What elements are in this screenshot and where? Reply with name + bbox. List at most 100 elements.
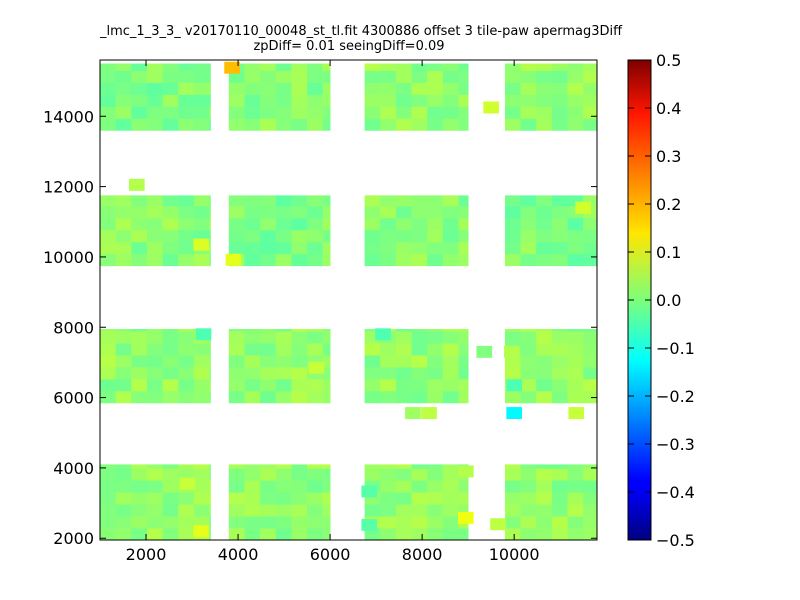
heatmap-cell-block-8 [193,378,210,392]
heatmap-cell-block-6 [427,253,444,267]
heatmap-cell-block-13 [291,528,308,540]
heatmap-cell-1 [483,101,499,114]
heatmap-cell-block-6 [442,253,459,267]
heatmap-cell-block-9 [322,366,331,380]
heatmap-cell-block-13 [244,528,261,540]
heatmap-cell-block-13 [260,468,277,481]
heatmap-cell-block-2 [380,70,397,83]
heatmap-cell-block-15 [520,464,537,469]
heatmap-cell-block-11 [520,390,537,404]
heatmap-cell-block-3 [583,63,597,71]
heatmap-cell-block-14 [427,492,444,505]
heatmap-cell-block-3 [536,94,553,107]
heatmap-cell-block-6 [380,253,397,267]
heatmap-cell-block-8 [178,331,195,344]
heatmap-cell-block-13 [275,464,292,469]
heatmap-cell-block-12 [178,468,195,481]
heatmap-cell-block-10 [411,355,428,368]
heatmap-cell-block-15 [520,516,537,529]
heatmap-cell-block-0 [115,82,132,95]
heatmap-cell-block-5 [322,217,331,231]
heatmap-cell-block-8 [131,329,148,332]
heatmap-cell-block-13 [291,464,308,469]
heatmap-cell-block-3 [567,106,584,119]
heatmap-cell-block-4 [146,241,163,255]
heatmap-cell-block-2 [395,118,412,131]
heatmap-cell-block-0 [131,94,148,107]
heatmap-cell-block-5 [322,205,331,219]
heatmap-cell-block-7 [504,241,522,255]
heatmap-cell-block-6 [364,253,381,267]
heatmap-cell-block-7 [551,205,568,219]
heatmap-cell-block-14 [442,516,459,529]
heatmap-cell-block-0 [178,82,195,95]
heatmap-cell-block-13 [322,468,331,481]
heatmap-cell-block-6 [411,217,428,231]
heatmap-cell-block-15 [567,492,584,505]
y-tick-label: 6000 [53,389,94,408]
heatmap-cell-block-10 [458,366,469,380]
heatmap-cell-block-15 [536,468,553,481]
heatmap-cell-block-13 [275,492,292,505]
heatmap-cell-block-10 [458,329,469,332]
heatmap-cell-block-13 [322,480,331,493]
heatmap-cell-block-1 [322,106,331,119]
heatmap-cell-block-7 [504,229,522,243]
heatmap-cell-block-4 [162,195,179,207]
heatmap-cell-block-10 [427,378,444,392]
heatmap-cell-block-14 [411,480,428,493]
heatmap-cell-block-12 [209,528,211,540]
heatmap-cell-block-15 [583,504,597,517]
heatmap-cell-block-9 [244,378,261,392]
heatmap-cell-block-4 [100,253,117,267]
heatmap-cell-block-13 [228,528,245,540]
heatmap-cell-block-14 [395,492,412,505]
heatmap-cell-block-7 [504,195,522,207]
heatmap-cell-block-12 [115,464,132,469]
heatmap-cell-block-7 [504,217,522,231]
heatmap-cell-block-15 [504,492,522,505]
heatmap-cell-block-11 [504,331,522,344]
heatmap-cell-block-7 [583,229,597,243]
heatmap-cell-block-9 [322,343,331,356]
heatmap-cell-block-1 [275,118,292,131]
heatmap-cell-block-11 [520,378,537,392]
heatmap-cell-block-2 [411,70,428,83]
heatmap-cell-block-7 [536,229,553,243]
heatmap-cell-block-12 [100,504,117,517]
heatmap-cell-block-8 [193,366,210,380]
heatmap-cell-block-14 [427,464,444,469]
heatmap-cell-block-4 [146,195,163,207]
heatmap-cell-block-8 [209,366,211,380]
heatmap-cell-block-1 [244,106,261,119]
heatmap-cell-block-15 [536,516,553,529]
heatmap-cell-block-14 [411,492,428,505]
heatmap-cell-block-1 [291,118,308,131]
chart-title: _lmc_1_3_3_ v20170110_00048_st_tl.fit 43… [100,24,622,54]
heatmap-cell-block-9 [275,378,292,392]
heatmap-cell-block-12 [146,492,163,505]
heatmap-cell-block-8 [146,331,163,344]
heatmap-cell-block-6 [395,253,412,267]
heatmap-cell-block-6 [458,205,469,219]
heatmap-cell-block-5 [260,253,277,267]
heatmap-cell-block-6 [458,241,469,255]
heatmap-cell-block-8 [115,366,132,380]
heatmap-cell-block-1 [228,118,245,131]
heatmap-cell-block-14 [411,464,428,469]
heatmap-cell-block-0 [178,70,195,83]
heatmap-cell-block-8 [209,343,211,356]
heatmap-cell-block-9 [260,378,277,392]
heatmap-cell-block-13 [291,516,308,529]
heatmap-cell-block-13 [322,516,331,529]
heatmap-cell-block-0 [100,118,117,131]
heatmap-cell-block-12 [209,516,211,529]
heatmap-cell-block-13 [307,468,324,481]
heatmap-cell-block-3 [567,70,584,83]
colorbar-tick-label: 0.2 [656,195,681,214]
heatmap-cell-block-0 [146,70,163,83]
heatmap-cell-block-7 [551,229,568,243]
heatmap-cell-block-13 [228,492,245,505]
heatmap-cell-block-12 [193,464,210,469]
